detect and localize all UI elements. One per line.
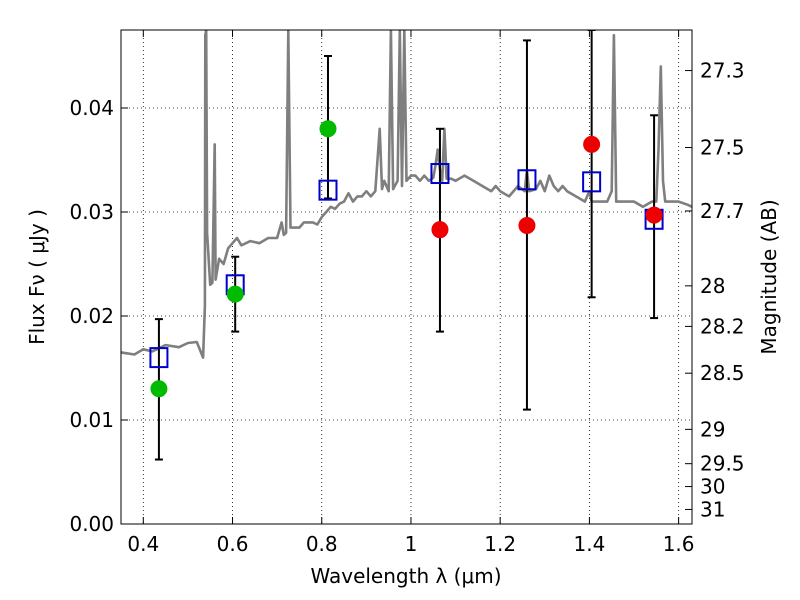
data-point-square (517, 169, 537, 191)
y-tick-label: 0.03 (69, 200, 114, 224)
data-point-circle (150, 380, 168, 398)
x-tick-label: 1.2 (484, 532, 516, 556)
mag-tick-label: 27.5 (700, 136, 745, 160)
y-tick-label: 0.00 (69, 512, 114, 536)
x-tick-label: 1.4 (573, 532, 605, 556)
data-point-square (582, 171, 602, 193)
y-axis-label: Flux Fν ( μJy ) (25, 209, 49, 345)
mag-tick-label: 27.7 (700, 199, 745, 223)
axis-ticks: 0.4 0.6 0.8 1 1.2 1.4 1.6 0.00 0.01 0.02 0.03 0.04 2… (69, 30, 745, 556)
data-point-square (318, 179, 338, 201)
data-point-circle (431, 221, 449, 239)
x-tick-label: 0.6 (217, 532, 249, 556)
mag-tick-label: 30 (700, 475, 725, 499)
x-axis-label: Wavelength λ (μm) (310, 564, 501, 588)
data-point-circle (583, 135, 601, 153)
y2-axis-label: Magnitude (AB) (757, 199, 781, 354)
x-tick-label: 0.8 (306, 532, 338, 556)
data-point-square (430, 163, 450, 185)
mag-tick-label: 31 (700, 497, 725, 521)
mag-tick-label: 28 (700, 274, 725, 298)
y-tick-label: 0.01 (69, 408, 114, 432)
y-tick-label: 0.04 (69, 96, 114, 120)
data-point-circle (645, 206, 663, 224)
x-tick-label: 1 (405, 532, 418, 556)
data-point-circle (518, 217, 536, 235)
y-tick-label: 0.02 (69, 304, 114, 328)
plot-frame (120, 29, 693, 525)
data-point-circle (319, 120, 337, 138)
mag-tick-label: 29 (700, 417, 725, 441)
mag-tick-label: 27.3 (700, 59, 745, 83)
data-markers (149, 120, 664, 398)
mag-tick-label: 29.5 (700, 452, 745, 476)
x-tick-label: 1.6 (663, 532, 695, 556)
mag-tick-label: 28.2 (700, 314, 745, 338)
mag-tick-label: 28.5 (700, 361, 745, 385)
data-point-square (149, 347, 169, 369)
data-point-circle (226, 285, 244, 303)
x-tick-label: 0.4 (127, 532, 159, 556)
